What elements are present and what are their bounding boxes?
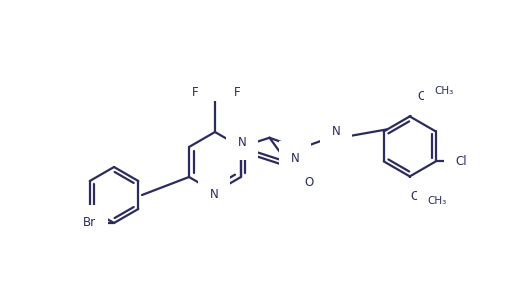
Text: Br: Br xyxy=(83,216,96,230)
Text: N: N xyxy=(291,153,300,166)
Text: F: F xyxy=(221,76,228,89)
Text: F: F xyxy=(192,85,198,98)
Text: CH₃: CH₃ xyxy=(434,86,454,97)
Text: N: N xyxy=(238,136,246,149)
Text: F: F xyxy=(234,85,240,98)
Text: CH₃: CH₃ xyxy=(427,196,447,206)
Text: Cl: Cl xyxy=(456,155,467,168)
Text: H: H xyxy=(334,138,341,147)
Text: O: O xyxy=(417,90,426,103)
Text: O: O xyxy=(410,190,420,203)
Text: N: N xyxy=(332,125,340,138)
Text: N: N xyxy=(210,188,218,200)
Text: O: O xyxy=(304,177,314,190)
